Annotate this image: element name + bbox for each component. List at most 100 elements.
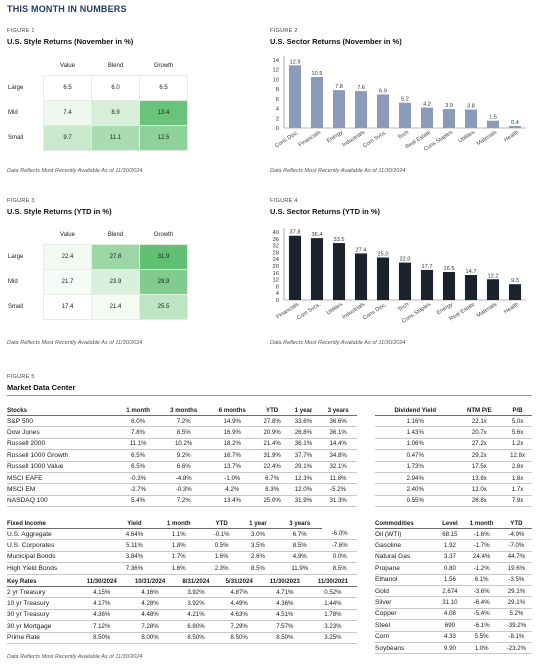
- style-box-row-header: Mid: [8, 279, 18, 285]
- table-cell: 1.7x: [503, 483, 532, 496]
- table-cell: 27.8%: [256, 415, 288, 428]
- table-cell: 32.1%: [319, 461, 357, 473]
- table-cell: 5.6x: [503, 426, 532, 439]
- table-row: 1.43% 20.7x 5.6x: [375, 426, 532, 439]
- figure-2-source-note: Data Reflects Most Recently Available As…: [270, 168, 406, 174]
- table-cell: -4.9%: [500, 528, 532, 541]
- table-row: Oil (WTI) 68.15 -1.6% -4.9%: [375, 528, 532, 541]
- x-tick-label: Com Svcs.: [362, 129, 388, 149]
- figure-5-source-note: Data Reflects Most Recently Available As…: [7, 654, 143, 660]
- x-tick-label: Tech: [397, 302, 410, 313]
- table-row: Prime Rate 8.50% 8.00% 8.50% 8.50% 8.50% 3.25%: [7, 632, 357, 644]
- column-header: Dividend Yield: [375, 405, 456, 416]
- figure-5-title: Market Data Center: [7, 383, 76, 392]
- table-cell: 7.12%: [77, 620, 126, 633]
- table-cell: 29.1%: [287, 461, 320, 473]
- x-tick-label: Materials: [476, 130, 498, 148]
- table-cell: 7.8%: [116, 426, 160, 439]
- table-cell: 4.17%: [77, 597, 126, 610]
- table-cell: 44.7%: [500, 551, 532, 564]
- table-cell: Russell 1000 Growth: [7, 449, 117, 462]
- table-cell: -0.3%: [116, 472, 160, 485]
- table-cell: 4.16%: [125, 586, 175, 599]
- table-cell: U.S. Corporates: [7, 539, 116, 552]
- bar: [486, 120, 500, 128]
- table-cell: 4.15%: [77, 586, 126, 599]
- table-cell: 31.10: [437, 596, 463, 609]
- table-cell: 4.87%: [217, 586, 261, 599]
- bar: [420, 269, 434, 300]
- table-cell: U.S. Aggregate: [7, 528, 116, 541]
- table-row: Gold 2,674 -3.6% 29.1%: [375, 585, 532, 598]
- x-tick-label: Energy: [326, 130, 344, 145]
- x-tick-label: Energy: [436, 302, 454, 317]
- stocks-table: Stocks 1 month 3 months 6 months YTD 1 year 3 …: [7, 405, 357, 508]
- y-tick-label: 10: [273, 77, 279, 83]
- table-row: Municipal Bonds 3.84% 1.7% 1.6% 2.6% 4.9% 0.0%: [7, 551, 357, 564]
- style-box-cell: 31.9: [139, 244, 188, 270]
- table-cell: -7.0%: [500, 539, 532, 552]
- table-cell: 6.80%: [174, 620, 218, 633]
- figure-2-label: FIGURE 2: [270, 28, 298, 34]
- column-header: 11/30/2021: [308, 576, 357, 587]
- column-header: 3 years: [277, 518, 323, 529]
- style-box-column-header: Blend: [107, 232, 124, 238]
- y-tick-label: 14: [273, 58, 280, 64]
- data-label: 10.5: [312, 71, 323, 77]
- data-label: 6.9: [379, 88, 387, 94]
- column-header: 3 years: [319, 405, 357, 416]
- style-box-ytd: Value Blend Growth Large 22.4 27.8 31.9 Mid 21.7…: [6, 226, 188, 320]
- table-cell: Oil (WTI): [375, 528, 438, 541]
- table-row: 30 yr Mortgage 7.12% 7.28% 6.80% 7.29% 7.57% 3…: [7, 620, 357, 633]
- data-label: 1.5: [489, 115, 497, 121]
- bar: [310, 238, 324, 300]
- x-tick-label: Utilities: [326, 302, 345, 317]
- y-tick-label: 0: [276, 126, 279, 132]
- column-header: 6 months: [208, 405, 257, 416]
- table-cell: 1.06%: [375, 438, 456, 451]
- y-tick-label: 2: [276, 116, 279, 122]
- bar: [464, 109, 478, 128]
- column-header: 1 month: [153, 518, 205, 529]
- bar: [508, 126, 522, 128]
- style-box-november: Value Blend Growth Large 6.5 6.0 6.5 Mid 7.4 8.9 1…: [6, 57, 188, 151]
- table-cell: -1.6%: [462, 528, 501, 541]
- table-row: S&P 500 6.0% 7.2% 14.9% 27.8% 33.6% 36.6%: [7, 415, 357, 428]
- x-tick-label: Financials: [298, 130, 323, 149]
- data-label: 5.2: [401, 97, 409, 103]
- table-cell: 18.2%: [208, 438, 257, 451]
- table-cell: 1.73%: [375, 461, 456, 473]
- page-title: THIS MONTH IN NUMBERS: [7, 4, 127, 14]
- table-cell: 31.9%: [287, 495, 320, 508]
- table-row: NASDAQ 100 5.4% 7.2% 13.4% 25.0% 31.9% 31.3%: [7, 495, 357, 508]
- y-tick-label: 4: [276, 291, 280, 297]
- table-cell: 2.40%: [375, 483, 456, 496]
- bar: [464, 275, 478, 300]
- y-tick-label: 12: [273, 278, 279, 284]
- style-box-cell: 11.1: [91, 125, 140, 151]
- table-cell: Gold: [375, 585, 438, 598]
- table-cell: Corn: [375, 631, 438, 643]
- table-cell: 4.36%: [260, 597, 309, 610]
- table-row: Russell 1000 Value 6.5% 6.6% 13.7% 22.4% 29.1…: [7, 461, 357, 473]
- table-cell: -5.2%: [319, 483, 357, 496]
- table-cell: 1.6%: [204, 551, 239, 564]
- table-cell: 36.1%: [287, 438, 320, 451]
- table-cell: 0.0%: [322, 551, 357, 564]
- figure-3-title: U.S. Style Returns (YTD in %): [7, 207, 112, 216]
- data-label: 36.4: [312, 232, 323, 238]
- table-row: Silver 31.10 -6.4% 29.1%: [375, 596, 532, 609]
- table-row: Ethanol 1.56 6.1% -3.5%: [375, 574, 532, 586]
- data-label: 7.8: [335, 84, 343, 90]
- table-cell: 8.50%: [260, 632, 309, 644]
- style-box-cell: 21.4: [91, 294, 140, 320]
- column-header: 1 month: [116, 405, 160, 416]
- y-tick-label: 16: [273, 271, 279, 277]
- table-cell: 30 yr Mortgage: [7, 620, 78, 633]
- sector-bar-chart-november: 0 2 4 6 8 10 12 14 12.9 Cons Disc. 10.5 Financials 7…: [273, 56, 526, 153]
- style-box-cell: 23.9: [91, 269, 140, 295]
- table-cell: 9.90: [437, 642, 463, 655]
- bar: [288, 235, 302, 300]
- table-cell: 26.8x: [455, 495, 504, 508]
- table-cell: 11.1%: [116, 438, 160, 451]
